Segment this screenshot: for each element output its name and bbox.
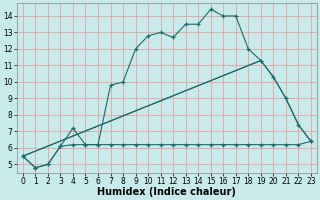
X-axis label: Humidex (Indice chaleur): Humidex (Indice chaleur) <box>98 187 236 197</box>
